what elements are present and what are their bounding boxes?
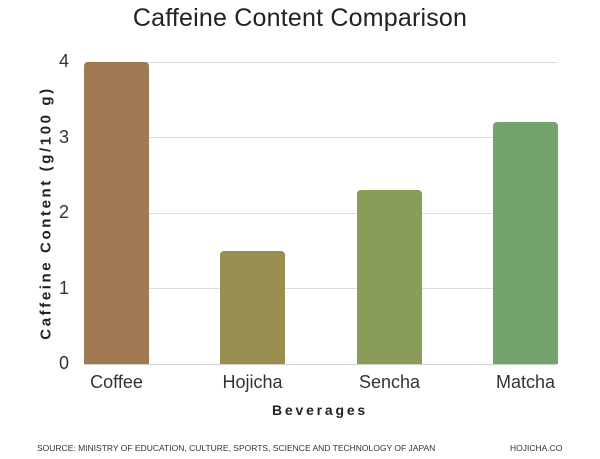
chart-title: Caffeine Content Comparison <box>132 4 468 32</box>
source-note: SOURCE: MINISTRY OF EDUCATION, CULTURE, … <box>37 443 436 453</box>
bar-matcha <box>493 122 558 364</box>
x-axis-label: Beverages <box>271 402 369 418</box>
y-axis-label: Caffeine Content (g/100 g) <box>37 86 55 340</box>
y-tick-1: 1 <box>58 278 69 298</box>
y-tick-2: 2 <box>58 202 69 222</box>
x-tick-coffee: Coffee <box>90 372 143 392</box>
plot-area <box>84 62 558 365</box>
gridline-2 <box>84 213 557 214</box>
bar-hojicha <box>220 250 285 364</box>
x-tick-matcha: Matcha <box>495 372 556 392</box>
gridline-4 <box>84 62 557 63</box>
y-tick-0: 0 <box>58 353 69 373</box>
y-tick-3: 3 <box>58 127 69 147</box>
bar-sencha <box>357 190 422 364</box>
x-tick-hojicha: Hojicha <box>222 372 283 392</box>
y-tick-4: 4 <box>58 51 69 71</box>
bar-coffee <box>84 62 149 364</box>
gridline-1 <box>84 288 557 289</box>
gridline-3 <box>84 137 557 138</box>
brand-label: HOJICHA.CO <box>510 443 563 453</box>
x-tick-sencha: Sencha <box>358 372 421 392</box>
gridline-0 <box>84 364 557 365</box>
